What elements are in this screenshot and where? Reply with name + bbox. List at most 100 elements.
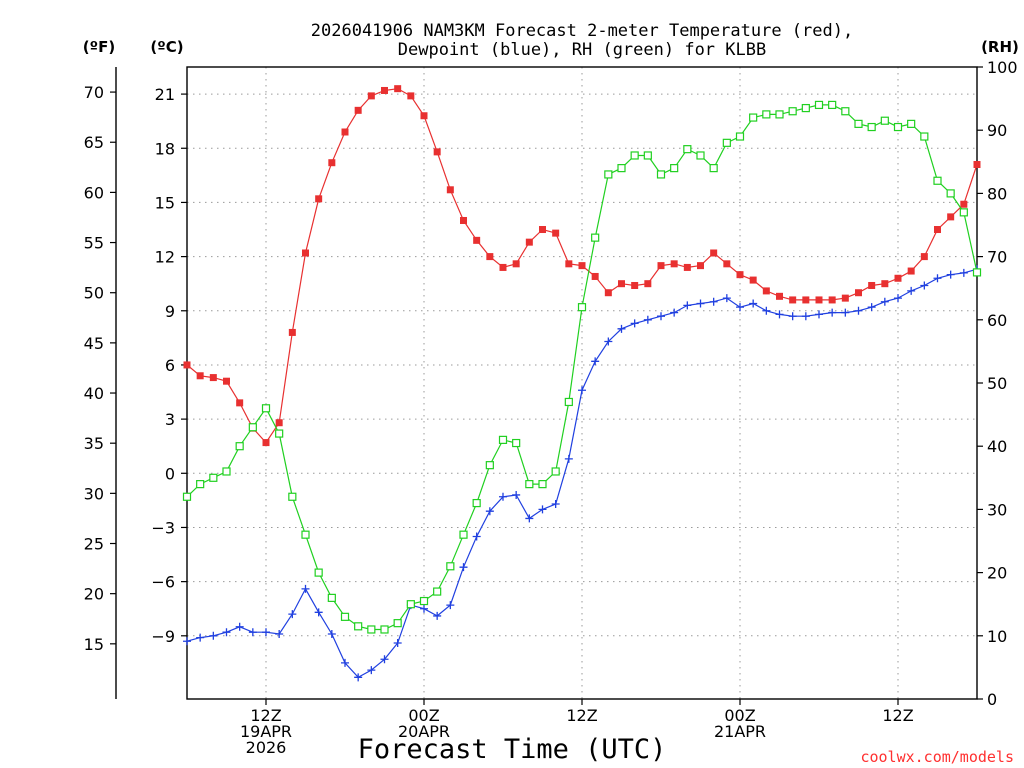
fahrenheit-tick-label: 65 — [84, 133, 104, 152]
dewpoint-point — [815, 310, 823, 319]
rh-point — [433, 587, 442, 596]
temperature-point — [288, 328, 296, 336]
dewpoint-point — [709, 297, 718, 306]
temperature-point — [749, 276, 757, 284]
dewpoint-point — [196, 633, 205, 642]
rh-point — [327, 593, 336, 602]
rh-point — [841, 107, 850, 116]
temperature-point — [354, 106, 362, 114]
temperature-point — [762, 287, 770, 295]
dewpoint-point — [657, 312, 665, 321]
fahrenheit-tick-label: 60 — [84, 183, 104, 202]
rh-point — [670, 164, 679, 173]
rh-point — [235, 442, 244, 451]
dewpoint-point — [288, 610, 297, 619]
rh-tick-label: 40 — [987, 437, 1007, 456]
temperature-point — [196, 372, 204, 380]
celsius-tick-label: 18 — [155, 139, 175, 158]
dewpoint-point — [327, 629, 336, 638]
rh-point — [446, 562, 455, 571]
rh-point — [946, 189, 955, 198]
rh-point — [814, 100, 824, 110]
dewpoint-point — [420, 604, 428, 613]
rh-point — [512, 438, 521, 448]
temperature-point — [736, 271, 744, 279]
rh-tick-label: 90 — [987, 121, 1007, 140]
temperature-point — [618, 280, 625, 288]
temperature-point — [394, 85, 402, 93]
temperature-point — [947, 213, 955, 221]
dewpoint-point — [578, 386, 586, 395]
dewpoint-point — [591, 357, 600, 366]
temperature-point — [828, 296, 836, 304]
dewpoint-point — [183, 637, 191, 646]
rh-point — [182, 492, 192, 501]
rh-point — [591, 233, 600, 242]
dewpoint-point — [841, 308, 850, 317]
temperature-point — [552, 229, 560, 237]
dewpoint-point — [367, 666, 376, 675]
temperature-point — [578, 262, 586, 270]
rh-unit-label: (RH) — [981, 38, 1019, 56]
dewpoint-point — [341, 658, 349, 667]
rh-point — [538, 480, 547, 489]
temperature-point — [881, 280, 889, 288]
rh-point — [972, 268, 982, 277]
rh-point — [880, 116, 889, 125]
rh-tick-label: 100 — [987, 58, 1018, 77]
temperature-point — [960, 200, 968, 208]
rh-point — [301, 530, 310, 539]
dewpoint-point — [459, 563, 468, 572]
rh-point — [380, 625, 389, 634]
dewpoint-point — [643, 315, 652, 324]
rh-point — [248, 423, 257, 432]
temperature-point — [407, 92, 415, 100]
temperature-point — [670, 260, 678, 268]
dewpoint-point — [736, 303, 744, 312]
dewpoint-point — [314, 608, 323, 617]
celsius-tick-label: −9 — [151, 627, 175, 646]
temperature-point — [710, 249, 718, 257]
rh-point — [854, 119, 863, 128]
temperature-point — [776, 292, 783, 300]
dewpoint-point — [722, 294, 731, 303]
celsius-tick-label: −3 — [151, 518, 175, 537]
chart-title: 2026041906 NAM3KM Forecast 2-meter Tempe… — [311, 21, 853, 60]
rh-point — [275, 429, 284, 438]
fahrenheit-tick-label: 50 — [84, 284, 104, 303]
dewpoint-point — [222, 628, 231, 637]
dewpoint-point — [946, 270, 955, 279]
dewpoint-point — [670, 308, 679, 317]
rh-point — [459, 530, 468, 539]
dewpoint-point — [538, 505, 547, 514]
fahrenheit-tick-label: 55 — [84, 234, 104, 253]
celsius-tick-label: 12 — [155, 248, 175, 267]
dewpoint-point — [933, 274, 942, 283]
dewpoint-point — [617, 324, 626, 333]
temperature-point — [723, 260, 731, 268]
rh-point — [656, 170, 666, 179]
temperature-point — [302, 249, 309, 257]
temperature-point — [789, 296, 797, 304]
dewpoint-point — [801, 312, 810, 321]
temperature-point — [604, 289, 612, 297]
rh-point — [472, 498, 481, 508]
celsius-tick-label: 9 — [165, 302, 175, 321]
rh-tick-label: 70 — [987, 248, 1007, 267]
temperature-point — [644, 280, 652, 288]
temperature-point — [315, 195, 323, 203]
rh-point — [630, 151, 639, 160]
dewpoint-point — [512, 490, 521, 499]
rh-point — [683, 145, 692, 154]
celsius-tick-label: 21 — [155, 85, 175, 104]
chart-title-line2: Dewpoint (blue), RH (green) for KLBB — [398, 40, 766, 60]
rh-tick-label: 50 — [987, 374, 1007, 393]
celsius-tick-label: −6 — [151, 573, 175, 592]
credit-text: coolwx.com/models — [860, 748, 1014, 766]
temperature-point — [565, 260, 573, 268]
rh-tick-label: 0 — [987, 690, 997, 709]
temperature-point — [855, 289, 862, 297]
temperature-point — [381, 86, 388, 94]
fahrenheit-tick-label: 40 — [84, 384, 104, 403]
